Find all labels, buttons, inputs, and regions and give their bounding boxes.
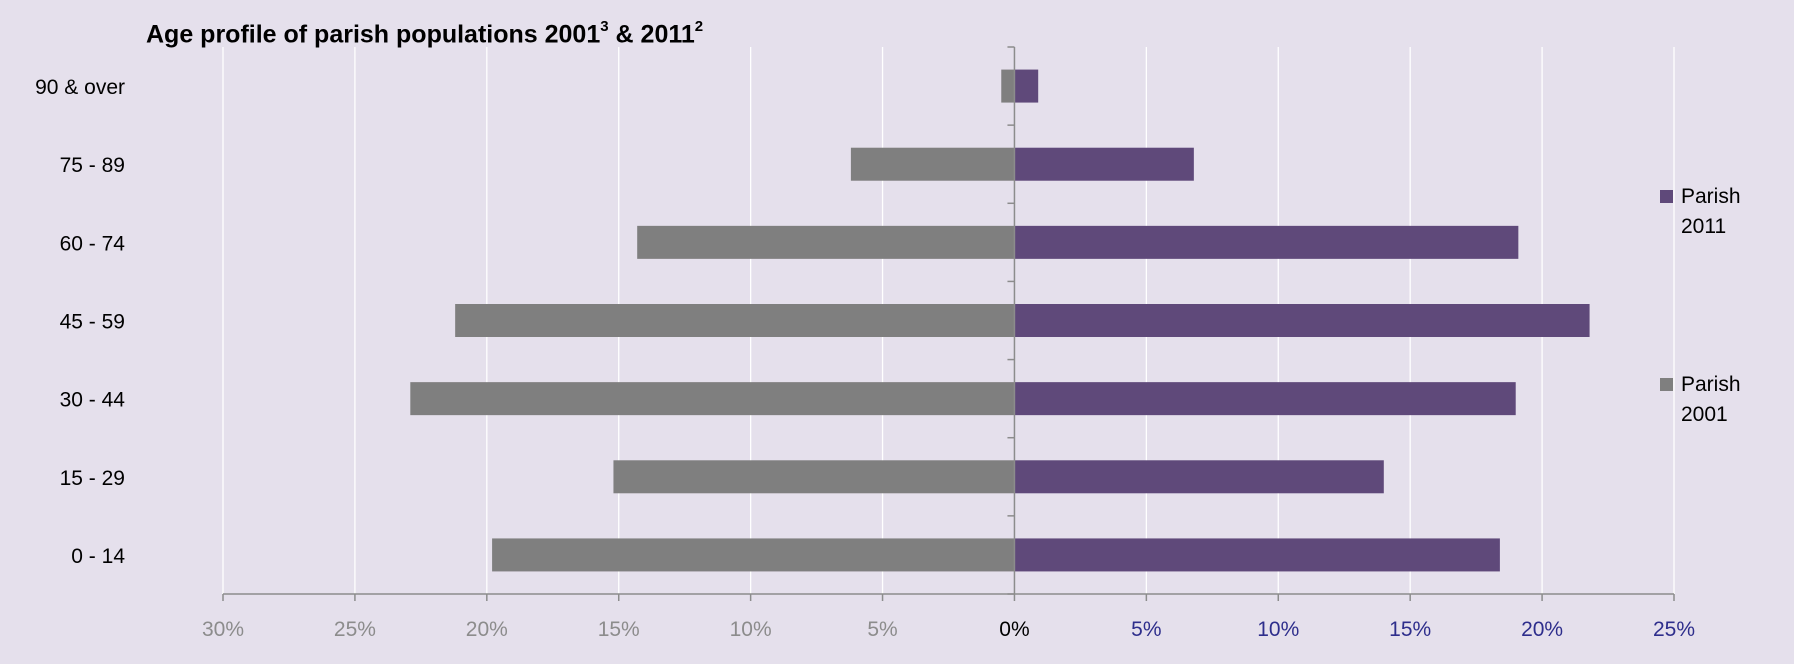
x-tick-label: 10% bbox=[730, 618, 772, 641]
x-tick-label: 5% bbox=[867, 618, 897, 641]
category-label: 90 & over bbox=[35, 76, 125, 99]
bar-2001-75-89 bbox=[850, 147, 1015, 181]
x-tick-label: 25% bbox=[334, 618, 376, 641]
x-tick-label: 30% bbox=[202, 618, 244, 641]
category-label: 30 - 44 bbox=[60, 389, 126, 412]
bar-2011-15-29 bbox=[1014, 460, 1384, 494]
legend-label-2011: Parish 2011 bbox=[1681, 182, 1781, 242]
x-tick-label: 5% bbox=[1131, 618, 1161, 641]
legend-label-2001-line2: 2001 bbox=[1681, 403, 1728, 426]
legend-swatch-2001 bbox=[1660, 378, 1673, 391]
chart-title: Age profile of parish populations 20013 … bbox=[146, 18, 704, 49]
legend-label-2011-line1: Parish bbox=[1681, 185, 1741, 208]
x-tick-label: 20% bbox=[466, 618, 508, 641]
bar-2001-15-29 bbox=[613, 460, 1015, 494]
legend-label-2011-line2: 2011 bbox=[1681, 215, 1727, 238]
bar-2011-60-74 bbox=[1014, 225, 1519, 259]
legend-label-2001: Parish 2001 bbox=[1681, 370, 1781, 430]
bar-2011-75-89 bbox=[1014, 147, 1194, 181]
x-tick-label: 20% bbox=[1521, 618, 1563, 641]
category-label: 45 - 59 bbox=[60, 311, 125, 334]
bar-2011-90-over bbox=[1014, 69, 1039, 103]
category-label: 15 - 29 bbox=[60, 467, 125, 490]
bar-2011-45-59 bbox=[1014, 304, 1590, 337]
bar-2001-0-14 bbox=[492, 538, 1015, 572]
bar-2001-45-59 bbox=[455, 304, 1015, 337]
bar-2001-90-over bbox=[1001, 69, 1015, 103]
bar-2001-30-44 bbox=[410, 382, 1015, 416]
bar-2011-0-14 bbox=[1014, 538, 1500, 572]
x-tick-label: 10% bbox=[1257, 618, 1299, 641]
x-tick-label: 0% bbox=[999, 618, 1029, 641]
x-tick-label: 15% bbox=[1389, 618, 1431, 641]
category-label: 60 - 74 bbox=[60, 232, 126, 255]
x-tick-label: 15% bbox=[598, 618, 640, 641]
category-label: 75 - 89 bbox=[60, 154, 125, 177]
bar-2001-60-74 bbox=[637, 225, 1015, 259]
category-label: 0 - 14 bbox=[71, 545, 125, 568]
x-tick-label: 25% bbox=[1653, 618, 1695, 641]
legend-swatch-2011 bbox=[1660, 190, 1673, 203]
legend-label-2001-line1: Parish bbox=[1681, 373, 1741, 396]
bar-2011-30-44 bbox=[1014, 382, 1516, 416]
